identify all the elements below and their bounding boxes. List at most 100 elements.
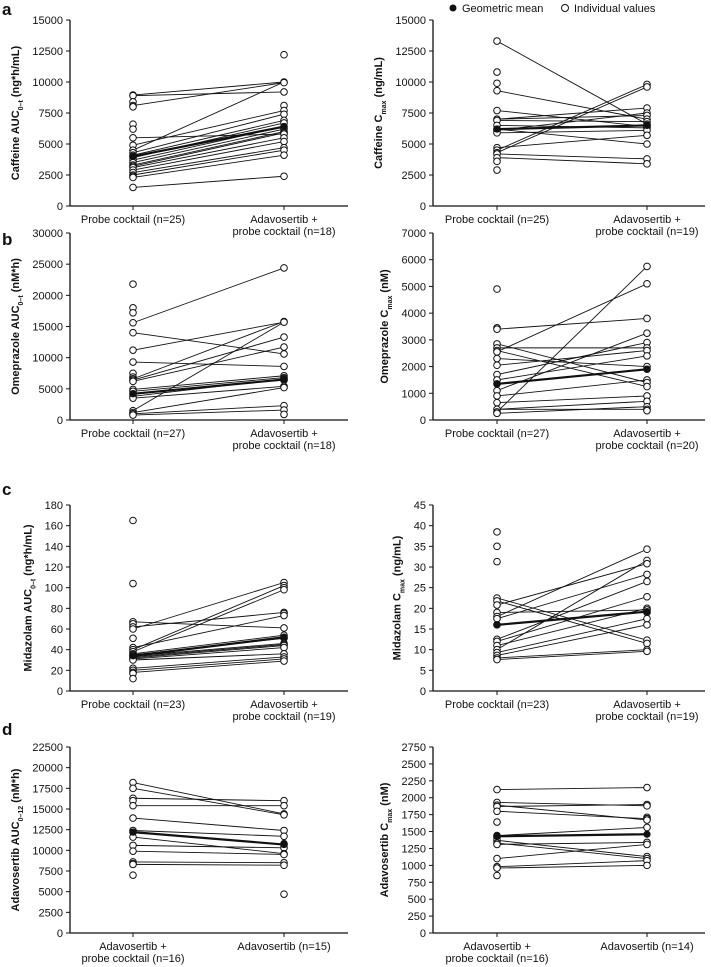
panel-letter-a: a bbox=[2, 0, 12, 19]
individual-line bbox=[132, 836, 285, 855]
x-tick-label: probe cocktail (n=16) bbox=[81, 953, 184, 965]
individual-line bbox=[496, 600, 648, 644]
individual-line bbox=[132, 336, 285, 381]
individual-line bbox=[496, 134, 648, 149]
individual-point bbox=[493, 864, 501, 872]
individual-point bbox=[280, 850, 288, 859]
individual-point bbox=[280, 172, 288, 181]
individual-point bbox=[643, 592, 651, 601]
individual-point bbox=[280, 110, 288, 119]
individual-point bbox=[129, 125, 137, 133]
individual-line bbox=[496, 342, 648, 376]
individual-line bbox=[496, 563, 648, 606]
individual-point bbox=[280, 410, 288, 419]
x-tick-label: Probe cocktail (n=25) bbox=[81, 214, 185, 226]
y-tick-label: 2500 bbox=[39, 907, 63, 919]
individual-point bbox=[129, 134, 137, 142]
individual-line bbox=[496, 802, 648, 807]
individual-line bbox=[496, 581, 648, 640]
individual-point bbox=[643, 279, 651, 288]
panel-a2: 0 2500 5000 7500 10000 12500 15000 Caffeine Cma… bbox=[373, 15, 705, 238]
x-tick-label: Adavosertib + bbox=[99, 941, 167, 953]
panel-b2: 0 1000 2000 3000 4000 5000 6000 7000 Omeprazole … bbox=[379, 228, 705, 452]
individual-point bbox=[643, 382, 651, 391]
individual-point bbox=[280, 801, 288, 810]
individual-point bbox=[493, 807, 501, 816]
y-label-unit: (nM*h) bbox=[10, 258, 22, 296]
individual-line bbox=[132, 658, 285, 671]
individual-point bbox=[129, 308, 137, 317]
individual-point bbox=[280, 890, 288, 898]
y-tick-label: 6000 bbox=[402, 255, 426, 267]
individual-point bbox=[280, 350, 288, 358]
individual-point bbox=[493, 542, 501, 551]
individual-line bbox=[132, 332, 285, 355]
geometric-mean-line bbox=[132, 378, 285, 395]
individual-line bbox=[132, 644, 285, 658]
individual-point bbox=[493, 601, 501, 609]
y-tick-label: 30 bbox=[414, 562, 426, 574]
individual-line bbox=[496, 358, 648, 368]
y-axis-label: Midazolam Cmax (ng/mL) bbox=[392, 535, 407, 660]
individual-line bbox=[132, 128, 285, 164]
individual-line bbox=[132, 81, 285, 151]
individual-point bbox=[129, 183, 137, 192]
individual-point bbox=[129, 674, 137, 683]
individual-point bbox=[643, 352, 651, 360]
y-label-unit: (ng/mL) bbox=[373, 57, 385, 101]
individual-line bbox=[496, 618, 648, 653]
geometric-mean-line bbox=[132, 125, 285, 158]
individual-point bbox=[129, 377, 137, 386]
individual-line bbox=[496, 355, 648, 381]
individual-line bbox=[496, 574, 648, 620]
individual-point bbox=[280, 264, 288, 272]
individual-line bbox=[132, 110, 285, 146]
individual-point bbox=[129, 346, 137, 354]
individual-line bbox=[496, 90, 648, 120]
y-tick-label: 25000 bbox=[32, 259, 63, 271]
y-tick-label: 10000 bbox=[395, 77, 426, 89]
individual-point bbox=[280, 861, 288, 870]
y-label-unit: (ng/mL) bbox=[392, 535, 404, 579]
geometric-mean-point bbox=[129, 652, 137, 660]
geometric-mean-line bbox=[132, 636, 285, 657]
individual-line bbox=[496, 395, 648, 404]
individual-point bbox=[493, 409, 501, 418]
individual-point bbox=[643, 802, 651, 810]
y-axis-label: Midazolam AUC0–t (ng*h/mL) bbox=[22, 524, 37, 672]
y-label-subscript: 0–t bbox=[18, 100, 25, 111]
individual-point bbox=[280, 333, 288, 341]
geometric-mean-point bbox=[129, 390, 137, 398]
x-tick-label: Probe cocktail (n=25) bbox=[445, 214, 549, 226]
panel-letter-b: b bbox=[2, 230, 12, 249]
individual-line bbox=[496, 266, 648, 413]
individual-line bbox=[132, 612, 285, 628]
x-tick-label: Adavosertib + bbox=[613, 428, 681, 440]
y-label-subscript: max bbox=[381, 100, 388, 114]
individual-line bbox=[132, 589, 285, 653]
y-tick-label: 250 bbox=[408, 911, 426, 923]
individual-point bbox=[643, 861, 651, 870]
geometric-mean-point bbox=[280, 123, 288, 131]
individual-point bbox=[493, 157, 501, 166]
individual-point bbox=[493, 361, 501, 370]
individual-point bbox=[643, 816, 651, 824]
y-tick-label: 5000 bbox=[39, 139, 63, 151]
panel-c2: 0 5 10 15 20 25 30 35 40 45 Midazolam Cmax (ng/mL)… bbox=[392, 500, 705, 723]
x-tick-label: Adavosertib + bbox=[250, 428, 318, 440]
individual-point bbox=[280, 318, 288, 326]
geometric-mean-point bbox=[129, 152, 137, 160]
y-tick-label: 12500 bbox=[395, 46, 426, 58]
individual-point bbox=[280, 383, 288, 392]
y-label-subscript: max bbox=[387, 296, 394, 310]
individual-line bbox=[132, 653, 285, 661]
x-tick-label: Adavosertib (n=14) bbox=[600, 941, 693, 953]
y-tick-label: 1500 bbox=[402, 827, 426, 839]
legend-mean-marker bbox=[449, 4, 457, 12]
y-tick-label: 40 bbox=[414, 521, 426, 533]
individual-line bbox=[132, 175, 285, 188]
x-tick-label: Adavosertib + bbox=[613, 214, 681, 226]
individual-point bbox=[129, 318, 137, 327]
individual-line bbox=[496, 810, 648, 820]
